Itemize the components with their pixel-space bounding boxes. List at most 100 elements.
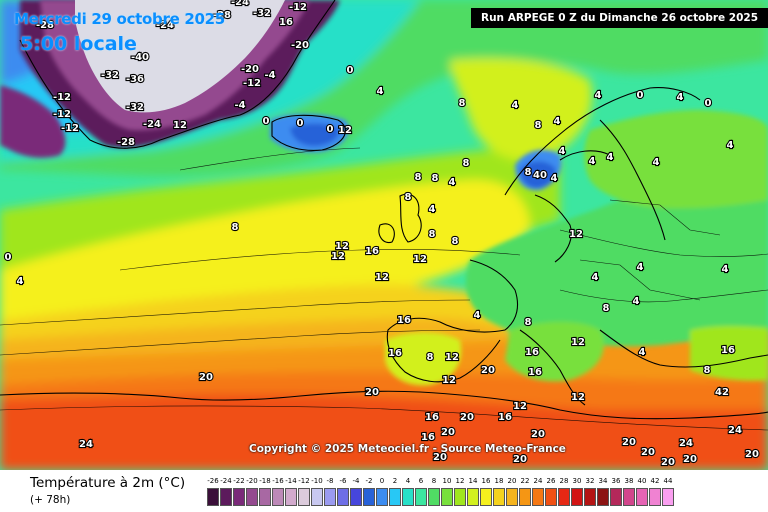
legend-label: 40 <box>637 477 647 485</box>
footer-panel: Température à 2m (°C) (+ 78h) -26 -24 -22 -… <box>0 470 768 512</box>
legend-swatch <box>662 488 674 506</box>
legend-swatch <box>584 488 596 506</box>
legend-label: 12 <box>455 477 465 485</box>
temperature-value-label: 4 <box>377 86 384 97</box>
temperature-value-label: 4 <box>17 276 24 287</box>
legend-label: -8 <box>326 477 334 485</box>
temperature-value-label: 0 <box>297 118 304 129</box>
temperature-value-label: 12 <box>173 120 187 131</box>
legend-swatch <box>207 488 219 506</box>
legend-swatch <box>649 488 661 506</box>
temperature-value-label: -4 <box>264 70 275 81</box>
legend-label: 36 <box>611 477 621 485</box>
temperature-value-label: -12 <box>53 109 71 120</box>
temperature-value-label: 8 <box>463 158 470 169</box>
temperature-value-label: 4 <box>551 173 558 184</box>
legend-label: -22 <box>233 477 245 485</box>
legend-swatch <box>558 488 570 506</box>
legend-label: 20 <box>507 477 517 485</box>
legend-swatch <box>389 488 401 506</box>
temperature-value-label: 0 <box>637 90 644 101</box>
temperature-value-label: 8 <box>232 222 239 233</box>
temperature-value-label: -28 <box>36 20 54 31</box>
temperature-value-label: 4 <box>595 90 602 101</box>
temperature-value-label: 12 <box>331 251 345 262</box>
temperature-value-label: -32 <box>101 70 119 81</box>
temperature-value-label: -40 <box>131 52 149 63</box>
temperature-value-label: 4 <box>554 116 561 127</box>
legend-label: -24 <box>220 477 232 485</box>
temperature-value-label: 12 <box>375 272 389 283</box>
temperature-value-label: 12 <box>571 337 585 348</box>
map-canvas: -24-32-28-24 16-12-28-20-40-32 -36-20-12-4… <box>0 0 768 470</box>
band-yellow-north <box>450 58 592 161</box>
legend-swatch <box>454 488 466 506</box>
legend-label: 34 <box>598 477 608 485</box>
legend-swatch <box>324 488 336 506</box>
legend-swatch <box>545 488 557 506</box>
temperature-value-label: 12 <box>445 352 459 363</box>
legend-label: 16 <box>481 477 491 485</box>
legend-label: 38 <box>624 477 634 485</box>
legend-swatch <box>428 488 440 506</box>
legend-label: 26 <box>546 477 556 485</box>
variable-title: Température à 2m (°C) <box>30 475 186 491</box>
legend-label: 22 <box>520 477 530 485</box>
temperature-value-label: 12 <box>413 254 427 265</box>
temperature-value-label: 4 <box>637 262 644 273</box>
temperature-value-label: 4 <box>429 204 436 215</box>
temperature-value-label: 8 <box>415 172 422 183</box>
legend-label: -14 <box>285 477 297 485</box>
land-russia-green <box>584 110 768 209</box>
legend-swatch <box>441 488 453 506</box>
temperature-value-label: 8 <box>459 98 466 109</box>
legend-swatch <box>298 488 310 506</box>
temperature-value-label: 12 <box>571 392 585 403</box>
color-legend: -26 -24 -22 -20 -18 -16 -14 -12 -10 -8 -6 -4 -2 0 2 4 6 8… <box>207 477 751 511</box>
temperature-value-label: 4 <box>512 100 519 111</box>
temperature-value-label: 16 <box>528 367 542 378</box>
legend-label: 24 <box>533 477 543 485</box>
temperature-value-label: 8 <box>535 120 542 131</box>
temperature-value-label: 16 <box>498 412 512 423</box>
legend-label: 44 <box>663 477 673 485</box>
legend-label: 10 <box>442 477 452 485</box>
temperature-value-label: 20 <box>622 437 636 448</box>
lead-time: (+ 78h) <box>30 494 71 506</box>
legend-label: 42 <box>650 477 660 485</box>
temperature-value-label: 20 <box>199 372 213 383</box>
temperature-value-label: 12 <box>335 241 349 252</box>
legend-label: -10 <box>311 477 323 485</box>
legend-label: 0 <box>379 477 385 485</box>
temperature-value-label: 8 <box>603 303 610 314</box>
temperature-value-label: 4 <box>449 177 456 188</box>
temperature-value-label: 8 <box>432 173 439 184</box>
legend-swatch <box>532 488 544 506</box>
greenland <box>0 0 340 158</box>
temperature-value-label: 16 <box>425 412 439 423</box>
legend-label: -16 <box>272 477 284 485</box>
temperature-value-label: 16 <box>421 432 435 443</box>
legend-swatch <box>493 488 505 506</box>
legend-swatch <box>259 488 271 506</box>
land-iberia <box>385 332 462 386</box>
legend-label: 2 <box>392 477 398 485</box>
temperature-value-label: 40 <box>533 170 547 181</box>
temperature-value-label: 4 <box>474 310 481 321</box>
temperature-value-label: 0 <box>5 252 12 263</box>
legend-label: 28 <box>559 477 569 485</box>
temperature-value-label: 12 <box>569 229 583 240</box>
legend-label: -26 <box>207 477 219 485</box>
legend-label: 6 <box>418 477 424 485</box>
temperature-value-label: 12 <box>442 375 456 386</box>
temperature-value-label: 24 <box>79 439 93 450</box>
temperature-value-label: 0 <box>327 124 334 135</box>
legend-label: 4 <box>405 477 411 485</box>
temperature-value-label: -12 <box>243 78 261 89</box>
temperature-value-label: 4 <box>722 264 729 275</box>
temperature-value-label: 0 <box>705 98 712 109</box>
legend-swatch <box>402 488 414 506</box>
temperature-value-label: -24 <box>143 119 161 130</box>
temperature-value-label: 8 <box>405 192 412 203</box>
legend-swatch <box>220 488 232 506</box>
